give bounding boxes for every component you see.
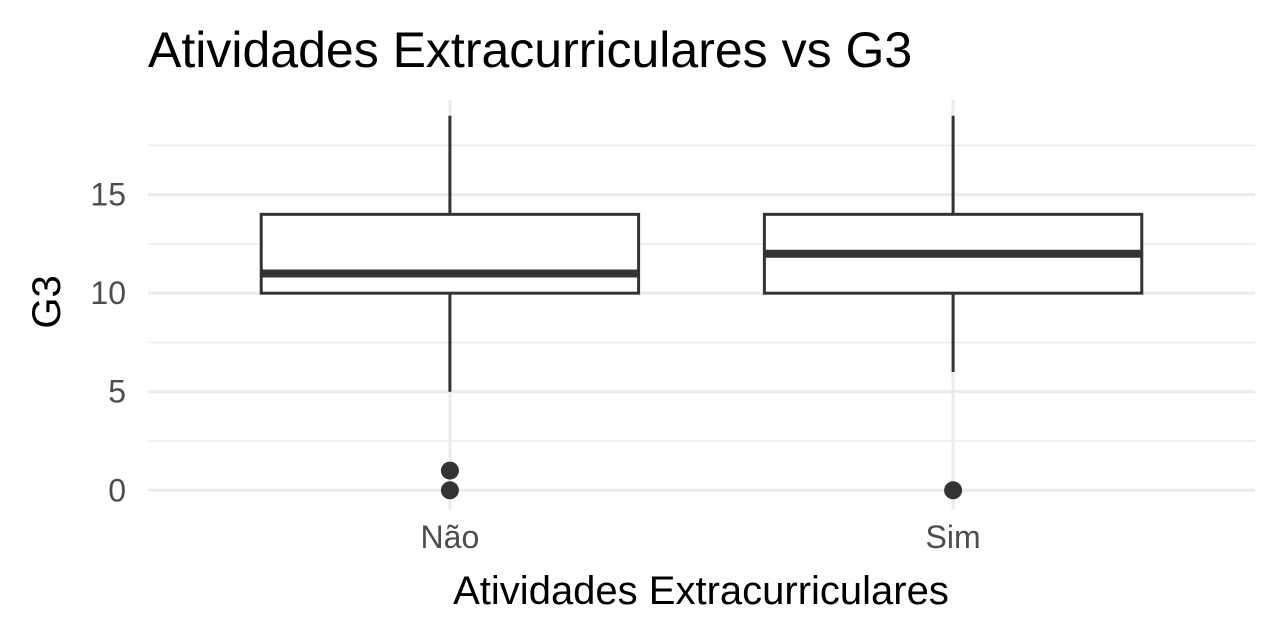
outlier-point	[440, 461, 459, 480]
outlier-point	[944, 481, 963, 500]
x-tick-label: Sim	[926, 519, 981, 555]
grid	[148, 100, 1255, 510]
x-tick-labels: Não Sim	[421, 519, 981, 555]
box-iqr	[259, 212, 641, 295]
box-group	[762, 115, 1144, 500]
y-tick-label: 5	[108, 374, 126, 410]
box-group	[259, 115, 641, 500]
outlier-point	[440, 481, 459, 500]
x-tick-label: Não	[421, 519, 480, 555]
x-axis-title: Atividades Extracurriculares	[453, 569, 949, 613]
y-tick-labels: 0 5 10 15	[90, 177, 126, 509]
chart-title: Atividades Extracurriculares vs G3	[148, 22, 912, 78]
y-tick-label: 10	[90, 275, 126, 311]
y-tick-label: 15	[90, 177, 126, 213]
boxes	[259, 115, 1144, 500]
y-tick-label: 0	[108, 472, 126, 508]
y-axis-title: G3	[25, 275, 69, 328]
